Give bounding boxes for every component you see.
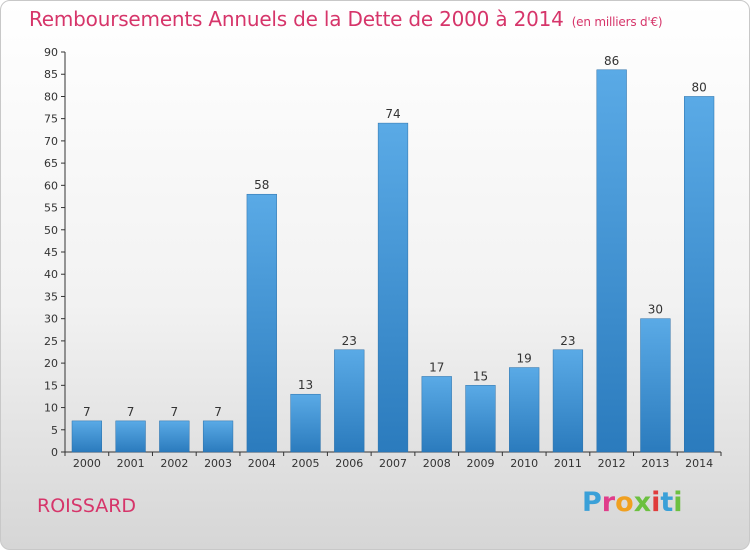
bar-value-label: 23 (342, 334, 357, 348)
bar-value-label: 13 (298, 378, 313, 392)
bar-value-label: 74 (385, 107, 400, 121)
x-tick-label: 2012 (598, 457, 626, 470)
y-tick-label: 90 (44, 46, 58, 59)
y-tick-label: 60 (44, 179, 58, 192)
x-tick-label: 2008 (423, 457, 451, 470)
y-tick-label: 80 (44, 90, 58, 103)
bar (71, 420, 102, 453)
x-tick-label: 2003 (204, 457, 232, 470)
chart-title: Remboursements Annuels de la Dette de 20… (29, 7, 663, 31)
logo-letter: P (582, 487, 602, 518)
bar-value-label: 80 (691, 80, 706, 94)
y-tick-label: 35 (44, 290, 58, 303)
x-tick-label: 2011 (554, 457, 582, 470)
bar (596, 69, 627, 453)
chart-title-text: Remboursements Annuels de la Dette de 20… (29, 7, 564, 31)
logo-letter: x (633, 487, 652, 518)
x-tick-label: 2009 (466, 457, 494, 470)
bar-value-label: 7 (171, 405, 179, 419)
commune-name: ROISSARD (37, 495, 137, 517)
x-tick-label: 2007 (379, 457, 407, 470)
y-tick-label: 40 (44, 268, 58, 281)
y-tick-label: 75 (44, 113, 58, 126)
bar (509, 367, 540, 453)
bar (202, 420, 234, 453)
x-tick-label: 2004 (248, 457, 276, 470)
x-tick-label: 2006 (335, 457, 363, 470)
y-tick-label: 30 (44, 313, 58, 326)
bar-value-label: 58 (254, 178, 269, 192)
bar (465, 385, 496, 453)
bar (290, 393, 321, 453)
x-tick-label: 2010 (510, 457, 538, 470)
logo-letter: r (601, 487, 616, 518)
bar-value-label: 86 (604, 54, 619, 68)
logo-letter: i (673, 487, 683, 518)
y-tick-label: 70 (44, 135, 58, 148)
y-tick-label: 15 (44, 379, 58, 392)
x-tick-label: 2001 (117, 457, 145, 470)
y-tick-label: 55 (44, 202, 58, 215)
bar-value-label: 7 (214, 405, 222, 419)
y-tick-label: 10 (44, 402, 58, 415)
y-tick-label: 65 (44, 157, 58, 170)
logo-letter: i (651, 487, 661, 518)
bar (159, 420, 190, 453)
bar-value-label: 7 (83, 405, 91, 419)
bar (377, 122, 409, 453)
logo-letter: o (615, 487, 634, 518)
bars (71, 69, 715, 453)
x-tick-label: 2014 (685, 457, 713, 470)
data-labels: 7 7 7 7 58 13 23 74 17 15 19 23 86 30 80 (83, 54, 707, 419)
y-tick-label: 0 (51, 446, 58, 459)
y-tick-label: 20 (44, 357, 58, 370)
bar-value-label: 23 (560, 334, 575, 348)
bar-value-label: 19 (517, 352, 532, 366)
x-tick-label: 2013 (641, 457, 669, 470)
bar (684, 96, 715, 453)
bar (552, 349, 584, 453)
bar (421, 376, 452, 453)
y-tick-label: 50 (44, 224, 58, 237)
x-tick-label: 2002 (160, 457, 188, 470)
bar (334, 349, 365, 453)
y-tick-label: 85 (44, 68, 58, 81)
bar (246, 193, 277, 453)
proxiti-logo: Proxiti (582, 487, 683, 518)
y-tick-label: 5 (51, 424, 58, 437)
y-tick-label: 25 (44, 335, 58, 348)
axes: 0 5 10 15 20 25 30 35 40 45 50 55 60 65 70 75 80 85 90 2000… (44, 46, 722, 470)
chart-unit: (en milliers d'€) (571, 15, 663, 29)
bar-value-label: 30 (648, 303, 663, 317)
bar (115, 420, 146, 453)
x-tick-label: 2000 (73, 457, 101, 470)
logo-letter: t (660, 487, 674, 518)
bar-value-label: 17 (429, 360, 444, 374)
bar (640, 318, 671, 453)
x-tick-label: 2005 (292, 457, 320, 470)
y-tick-label: 45 (44, 246, 58, 259)
bar-value-label: 15 (473, 369, 488, 383)
bar-value-label: 7 (127, 405, 135, 419)
